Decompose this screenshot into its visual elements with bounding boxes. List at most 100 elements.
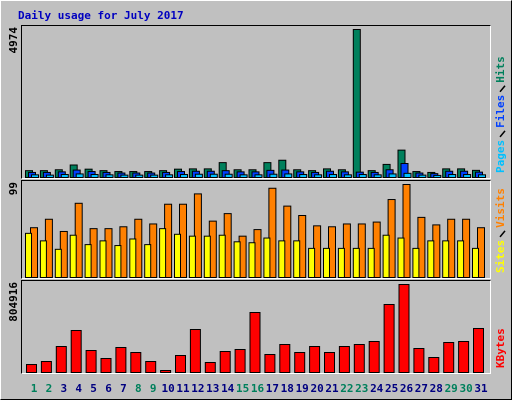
bar — [224, 173, 233, 178]
bar — [84, 244, 92, 279]
bar — [338, 346, 350, 374]
bar — [299, 174, 308, 178]
x-tick-label: 23 — [355, 382, 368, 395]
bar — [26, 364, 37, 373]
bar — [294, 352, 306, 373]
bar — [55, 346, 67, 374]
y-tick-label: 804916 — [7, 282, 20, 322]
bar — [388, 173, 397, 178]
y-tick-label: 4974 — [7, 27, 20, 54]
bar — [25, 232, 32, 278]
bar — [249, 312, 261, 374]
bar — [278, 240, 286, 278]
bar — [442, 240, 450, 278]
x-tick-label: 17 — [266, 382, 279, 395]
bar — [279, 344, 291, 374]
bar — [269, 173, 278, 178]
bar — [165, 174, 174, 178]
panel-edge — [21, 280, 491, 374]
x-tick-label: 30 — [459, 382, 472, 395]
bar — [403, 172, 412, 178]
bar — [233, 241, 241, 278]
bar — [70, 329, 82, 374]
legend-label: Pages — [494, 140, 507, 173]
x-tick-label: 14 — [221, 382, 235, 395]
bar — [175, 354, 186, 374]
legend-label: Sites — [494, 240, 507, 273]
bar — [398, 284, 410, 373]
panel — [21, 25, 491, 179]
bar — [427, 240, 435, 278]
bar — [203, 235, 211, 279]
bar — [284, 173, 293, 178]
bar — [105, 174, 114, 178]
bar — [472, 247, 479, 278]
x-tick-label: 4 — [75, 382, 82, 395]
bar — [382, 234, 390, 279]
bar — [75, 173, 84, 178]
bar — [115, 346, 127, 373]
x-tick-label: 18 — [281, 382, 294, 395]
bar — [368, 340, 380, 374]
legend-label: Files — [494, 95, 507, 128]
bar — [337, 247, 345, 278]
x-tick-label: 2 — [46, 382, 53, 395]
x-tick-label: 3 — [60, 382, 67, 395]
bar — [417, 216, 426, 278]
bar — [209, 173, 218, 178]
bar — [352, 247, 360, 278]
x-tick-label: 26 — [400, 382, 414, 395]
panel-edge — [21, 180, 491, 279]
x-tick-label: 9 — [150, 382, 157, 395]
x-tick-label: 13 — [206, 382, 219, 395]
bar — [352, 29, 361, 178]
x-tick-label: 11 — [176, 382, 190, 395]
bar — [358, 174, 367, 178]
bar — [150, 174, 159, 179]
bar — [54, 248, 62, 278]
bar — [144, 244, 152, 279]
bar — [458, 340, 470, 374]
bar — [412, 247, 420, 278]
bar — [343, 174, 352, 178]
bar — [218, 234, 226, 279]
bar — [383, 303, 395, 373]
bar — [60, 174, 69, 178]
bar — [367, 247, 375, 278]
bar — [433, 174, 442, 179]
bar — [373, 174, 382, 178]
bar — [99, 240, 107, 278]
bar — [448, 174, 457, 178]
bar — [478, 174, 486, 178]
bar — [254, 174, 263, 178]
bar — [314, 174, 323, 178]
bar — [204, 361, 216, 373]
bar — [324, 352, 335, 373]
bar — [69, 234, 77, 279]
x-tick-label: 21 — [325, 382, 339, 395]
x-tick-label: 31 — [474, 382, 488, 395]
bar — [160, 369, 172, 374]
bar — [129, 238, 137, 278]
bar — [402, 184, 411, 278]
bar — [268, 187, 277, 278]
x-tick-label: 20 — [310, 382, 323, 395]
bar — [85, 350, 97, 374]
bar — [428, 357, 440, 374]
bar — [248, 242, 256, 279]
x-tick-label: 29 — [445, 382, 458, 395]
bar — [130, 352, 142, 373]
bar — [145, 361, 157, 374]
bar — [114, 245, 122, 279]
bar — [219, 350, 231, 373]
bar — [188, 235, 196, 279]
legend-separator — [499, 130, 506, 138]
bar — [309, 346, 321, 374]
legend-label: Visits — [494, 188, 507, 228]
bar — [473, 327, 484, 374]
bar — [180, 174, 188, 178]
legend-label: KBytes — [494, 328, 507, 368]
x-tick-label: 10 — [161, 382, 174, 395]
bar — [189, 329, 201, 373]
